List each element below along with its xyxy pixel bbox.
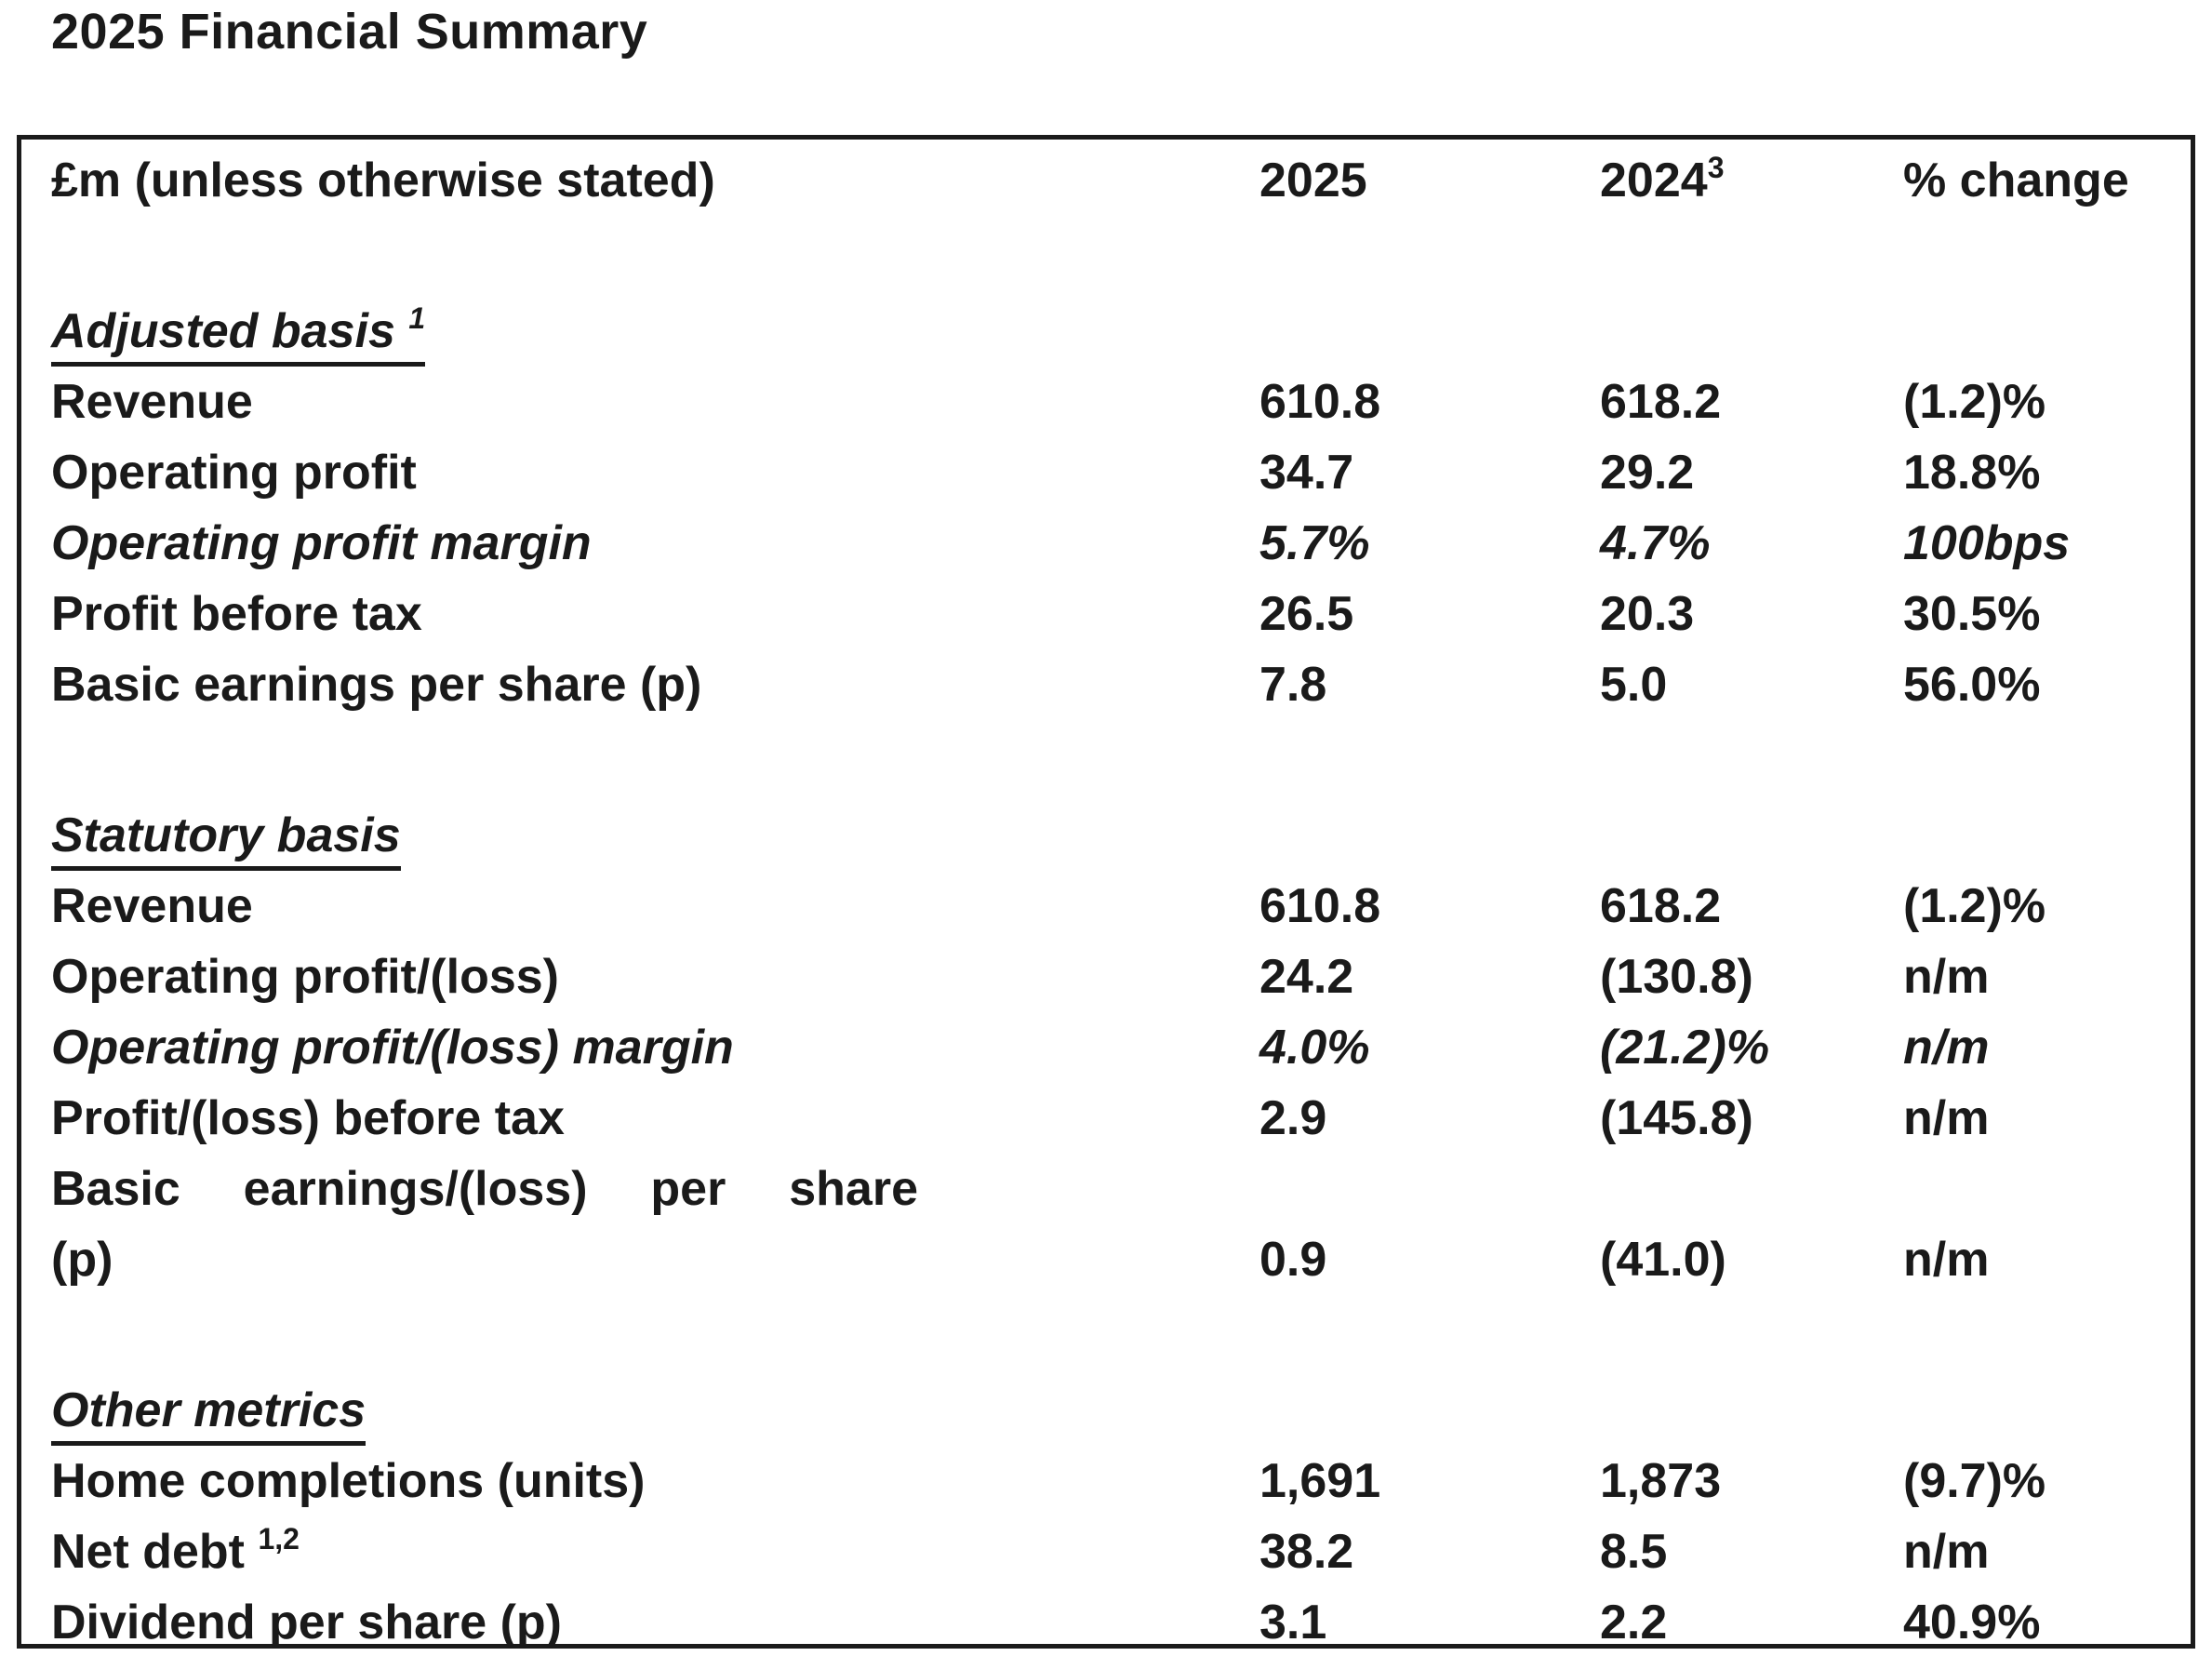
col-header-2024-text: 2024 — [1600, 154, 1708, 207]
table-row: Operating profit/(loss) 24.2 (130.8) n/m — [21, 942, 2191, 1012]
row-label: Operating profit margin — [51, 516, 592, 570]
table-row: Home completions (units) 1,691 1,873 (9.7)% — [21, 1446, 2191, 1516]
section-heading-row: Other metrics — [21, 1375, 2191, 1446]
row-label-word: earnings/(loss) — [243, 1162, 588, 1216]
value-2025: 610.8 — [1259, 879, 1381, 933]
table-row: Operating profit 34.7 29.2 18.8% — [21, 437, 2191, 508]
row-label: Revenue — [51, 879, 253, 933]
section-heading-text: Statutory basis — [51, 808, 401, 871]
row-label: Basic earnings/(loss) per share — [51, 1154, 918, 1224]
value-change: 40.9% — [1903, 1596, 2041, 1649]
footnote-superscript: 1,2 — [258, 1522, 300, 1556]
col-header-change: % change — [1903, 154, 2129, 207]
value-change: n/m — [1903, 1525, 1990, 1579]
value-change: (1.2)% — [1903, 879, 2046, 933]
value-2024: 618.2 — [1600, 879, 1722, 933]
table-row: Operating profit margin 5.7% 4.7% 100bps — [21, 508, 2191, 579]
value-2025: 7.8 — [1259, 658, 1327, 712]
value-2024: 2.2 — [1600, 1596, 1668, 1649]
value-change: 100bps — [1903, 516, 2071, 570]
page-title: 2025 Financial Summary — [51, 4, 648, 60]
value-change: n/m — [1903, 1091, 1990, 1145]
value-2024: 618.2 — [1600, 375, 1722, 429]
section-heading: Other metrics — [51, 1375, 366, 1446]
row-label: Revenue — [51, 375, 253, 429]
table-header-row: £m (unless otherwise stated) 2025 20243 … — [21, 145, 2191, 216]
value-2024: 29.2 — [1600, 446, 1695, 500]
financial-table: £m (unless otherwise stated) 2025 20243 … — [17, 135, 2195, 1649]
col-header-2024: 20243 — [1600, 145, 1724, 216]
value-2024: (21.2)% — [1600, 1021, 1770, 1075]
value-2025: 3.1 — [1259, 1596, 1327, 1649]
value-2024: 1,873 — [1600, 1454, 1722, 1508]
row-label: Operating profit/(loss) margin — [51, 1021, 734, 1075]
value-change: n/m — [1903, 1021, 1990, 1075]
table-row: Operating profit/(loss) margin 4.0% (21.2)… — [21, 1012, 2191, 1083]
table-row: Basic earnings/(loss) per share (p) 0.9 (41.0)… — [21, 1154, 2191, 1295]
value-2024: 5.0 — [1600, 658, 1668, 712]
table-row: Profit/(loss) before tax 2.9 (145.8) n/m — [21, 1083, 2191, 1154]
table-row: Profit before tax 26.5 20.3 30.5% — [21, 579, 2191, 649]
row-label-word: Basic — [51, 1162, 180, 1216]
value-change: 56.0% — [1903, 658, 2041, 712]
value-2025: 38.2 — [1259, 1525, 1354, 1579]
value-2024: 4.7% — [1600, 516, 1711, 570]
value-2025: 4.0% — [1259, 1021, 1370, 1075]
section-heading: Adjusted basis 1 — [51, 296, 426, 367]
value-2024: 20.3 — [1600, 587, 1695, 641]
row-label: Basic earnings per share (p) — [51, 658, 702, 712]
value-change: 30.5% — [1903, 587, 2041, 641]
row-label: Home completions (units) — [51, 1454, 646, 1508]
value-change: n/m — [1903, 1233, 1990, 1287]
row-label: Profit before tax — [51, 587, 422, 641]
value-2025: 2.9 — [1259, 1091, 1327, 1145]
section-heading-text: Other metrics — [51, 1382, 366, 1446]
value-2025: 26.5 — [1259, 587, 1354, 641]
table-row: Basic earnings per share (p) 7.8 5.0 56.0% — [21, 649, 2191, 720]
value-2024: (41.0) — [1600, 1233, 1726, 1287]
col-header-2025: 2025 — [1259, 154, 1367, 207]
row-label: Profit/(loss) before tax — [51, 1091, 565, 1145]
value-2025: 24.2 — [1259, 950, 1354, 1004]
value-2025: 34.7 — [1259, 446, 1354, 500]
value-2025: 0.9 — [1259, 1233, 1327, 1287]
row-label-word: per — [650, 1162, 726, 1216]
value-change: (9.7)% — [1903, 1454, 2046, 1508]
table-row: Revenue 610.8 618.2 (1.2)% — [21, 367, 2191, 437]
row-label: Dividend per share (p) — [51, 1596, 562, 1649]
footnote-superscript: 3 — [1707, 151, 1725, 184]
value-2024: 8.5 — [1600, 1525, 1668, 1579]
value-2025: 1,691 — [1259, 1454, 1381, 1508]
table-body: Adjusted basis 1 Revenue 610.8 618.2 (1.2)% O… — [21, 296, 2191, 1656]
unit-header: £m (unless otherwise stated) — [51, 154, 715, 207]
row-label-word: share — [789, 1162, 918, 1216]
table-row: Revenue 610.8 618.2 (1.2)% — [21, 871, 2191, 942]
table-row: Dividend per share (p) 3.1 2.2 40.9% — [21, 1587, 2191, 1656]
section-heading-row: Adjusted basis 1 — [21, 296, 2191, 367]
footnote-superscript: 1 — [408, 301, 426, 335]
value-change: (1.2)% — [1903, 375, 2046, 429]
value-2024: (145.8) — [1600, 1091, 1753, 1145]
section-heading: Statutory basis — [51, 800, 401, 871]
row-label: Operating profit/(loss) — [51, 950, 559, 1004]
row-label: Net debt 1,2 — [51, 1522, 300, 1579]
table-row: Net debt 1,2 38.2 8.5 n/m — [21, 1516, 2191, 1587]
value-change: 18.8% — [1903, 446, 2041, 500]
value-2025: 5.7% — [1259, 516, 1370, 570]
section-heading-text: Adjusted basis 1 — [51, 301, 426, 367]
value-2025: 610.8 — [1259, 375, 1381, 429]
value-change: n/m — [1903, 950, 1990, 1004]
section-heading-row: Statutory basis — [21, 800, 2191, 871]
row-label: Operating profit — [51, 446, 417, 500]
row-label-line2: (p) — [51, 1233, 113, 1287]
value-2024: (130.8) — [1600, 950, 1753, 1004]
